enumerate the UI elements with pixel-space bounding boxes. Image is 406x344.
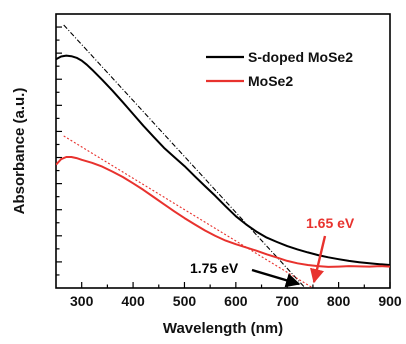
bandgap-annotations: 1.75 eV 1.65 eV [190, 215, 355, 288]
x-tick-label: 700 [276, 293, 300, 309]
x-tick-labels: 300 400 500 600 700 800 900 [70, 293, 402, 309]
legend: S-doped MoSe2 MoSe2 [206, 49, 353, 89]
annotation-1-65-ev: 1.65 eV [306, 215, 355, 231]
x-tick-label: 800 [327, 293, 351, 309]
fit-lines [63, 24, 314, 288]
axis-ticks [56, 26, 391, 288]
x-tick-label: 900 [378, 293, 402, 309]
fit-line-s-doped-mose2 [63, 24, 306, 288]
x-tick-label: 400 [121, 293, 145, 309]
series-line-s-doped-mose2 [56, 54, 390, 266]
annotation-arrow-1-65-ev [310, 235, 327, 284]
y-axis-title: Absorbance (a.u.) [11, 88, 28, 215]
x-axis-title: Wavelength (nm) [163, 320, 283, 337]
x-tick-label: 500 [173, 293, 197, 309]
plot-frame [55, 13, 391, 289]
legend-label-s-doped-mose2: S-doped MoSe2 [248, 49, 353, 65]
legend-label-mose2: MoSe2 [248, 73, 293, 89]
x-tick-label: 600 [224, 293, 248, 309]
series-line-mose2 [56, 156, 390, 268]
x-tick-label: 300 [70, 293, 94, 309]
series-lines [56, 54, 390, 268]
annotation-arrow-1-75-ev [251, 268, 301, 288]
fit-line-mose2 [63, 135, 314, 288]
annotation-1-75-ev: 1.75 eV [190, 260, 239, 276]
